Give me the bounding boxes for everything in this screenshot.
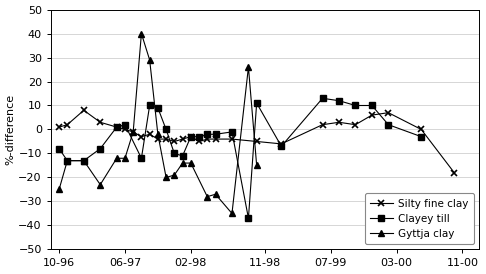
Silty fine clay [172,140,177,143]
Silty fine clay [336,121,342,124]
Silty fine clay [320,123,326,126]
Clayey till [155,106,161,110]
Clayey till [254,101,260,105]
Gyttja clay [188,161,194,165]
Clayey till [196,135,202,138]
Gyttja clay [204,195,210,198]
Gyttja clay [81,159,87,162]
Silty fine clay [254,140,260,143]
Clayey till [245,216,251,220]
Gyttja clay [180,161,186,165]
Silty fine clay [204,138,210,141]
Gyttja clay [56,188,62,191]
Clayey till [229,130,235,133]
Clayey till [385,123,391,126]
Gyttja clay [65,159,70,162]
Silty fine clay [369,113,375,117]
Silty fine clay [122,128,128,131]
Silty fine clay [451,171,457,174]
Clayey till [336,99,342,102]
Line: Silty fine clay: Silty fine clay [55,107,458,176]
Silty fine clay [56,125,62,129]
Silty fine clay [97,121,103,124]
Y-axis label: %-difference: %-difference [5,94,16,165]
Clayey till [172,152,177,155]
Gyttja clay [97,183,103,186]
Silty fine clay [147,133,153,136]
Silty fine clay [385,111,391,114]
Silty fine clay [418,128,424,131]
Gyttja clay [212,193,218,196]
Gyttja clay [130,130,136,133]
Gyttja clay [163,176,169,179]
Clayey till [122,123,128,126]
Gyttja clay [147,58,153,62]
Clayey till [369,104,375,107]
Silty fine clay [130,130,136,133]
Silty fine clay [278,142,284,145]
Clayey till [147,104,153,107]
Silty fine clay [229,138,235,141]
Silty fine clay [114,125,120,129]
Clayey till [139,157,144,160]
Clayey till [65,159,70,162]
Clayey till [352,104,358,107]
Gyttja clay [245,65,251,69]
Clayey till [278,145,284,148]
Clayey till [320,97,326,100]
Clayey till [418,135,424,138]
Silty fine clay [352,123,358,126]
Line: Gyttja clay: Gyttja clay [55,30,260,217]
Gyttja clay [229,212,235,215]
Silty fine clay [81,109,87,112]
Silty fine clay [212,138,218,141]
Gyttja clay [114,157,120,160]
Clayey till [212,133,218,136]
Clayey till [188,135,194,138]
Silty fine clay [163,138,169,141]
Silty fine clay [196,140,202,143]
Silty fine clay [180,138,186,141]
Gyttja clay [172,173,177,177]
Clayey till [97,147,103,150]
Clayey till [56,147,62,150]
Clayey till [204,133,210,136]
Clayey till [180,154,186,158]
Gyttja clay [155,133,161,136]
Silty fine clay [139,135,144,138]
Silty fine clay [155,138,161,141]
Clayey till [81,159,87,162]
Gyttja clay [122,157,128,160]
Gyttja clay [139,32,144,35]
Silty fine clay [188,135,194,138]
Silty fine clay [65,123,70,126]
Legend: Silty fine clay, Clayey till, Gyttja clay: Silty fine clay, Clayey till, Gyttja cla… [365,193,474,244]
Gyttja clay [254,164,260,167]
Line: Clayey till: Clayey till [56,96,424,221]
Clayey till [114,125,120,129]
Clayey till [163,128,169,131]
